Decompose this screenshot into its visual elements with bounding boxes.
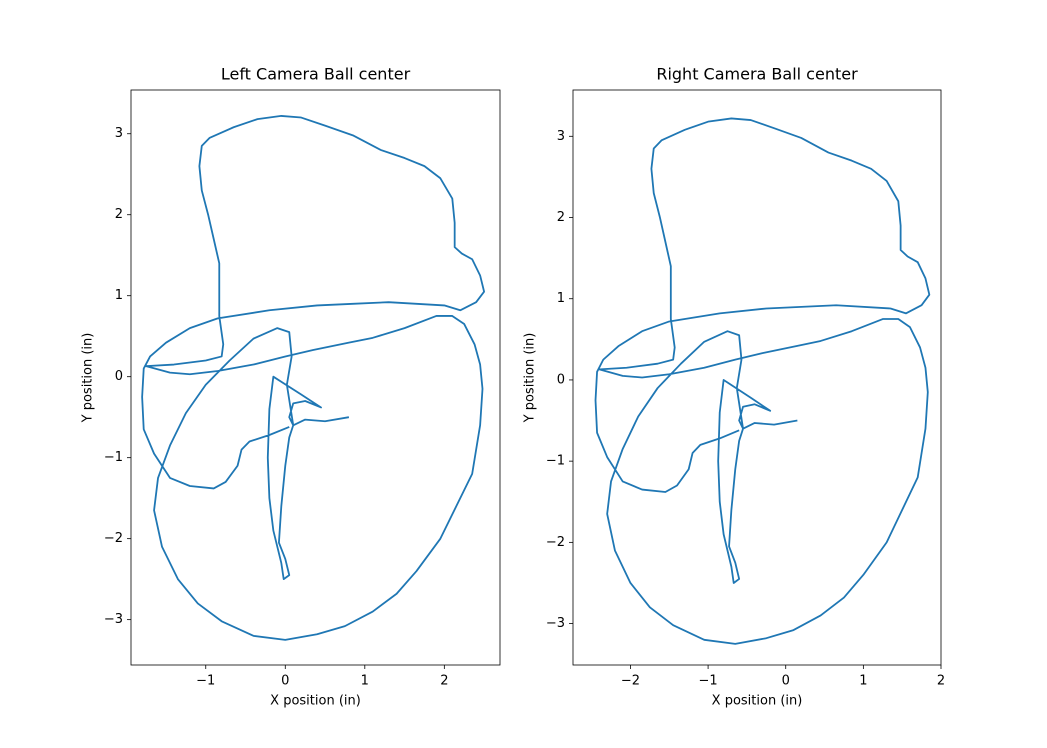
trajectory-line — [594, 117, 931, 645]
y-tick-label: 0 — [557, 372, 565, 387]
y-tick-label: 1 — [115, 288, 123, 303]
y-axis-label: Y position (in) — [81, 333, 96, 424]
x-tick-label: 1 — [859, 674, 867, 689]
y-tick-label: −1 — [104, 450, 123, 465]
x-tick-label: −1 — [699, 674, 718, 689]
x-tick-label: −1 — [196, 674, 215, 689]
y-tick-label: −2 — [104, 531, 123, 546]
y-tick-label: 2 — [115, 207, 123, 222]
axes-frame — [572, 89, 942, 666]
x-tick-label: 0 — [782, 674, 790, 689]
chart-title: Right Camera Ball center — [656, 65, 858, 84]
y-tick-label: 1 — [557, 291, 565, 306]
y-tick-label: −3 — [104, 612, 123, 627]
y-tick-label: −3 — [546, 616, 565, 631]
chart-title: Left Camera Ball center — [221, 65, 411, 84]
y-tick-label: 0 — [115, 369, 123, 384]
y-tick-label: −2 — [546, 535, 565, 550]
y-tick-label: 2 — [557, 210, 565, 225]
y-axis-label: Y position (in) — [523, 333, 538, 424]
y-tick-label: 3 — [115, 126, 123, 141]
trajectory-line — [141, 115, 485, 641]
axes-frame — [130, 89, 501, 666]
x-tick-label: −2 — [621, 674, 640, 689]
x-tick-label: 1 — [361, 674, 369, 689]
y-tick-label: 3 — [557, 129, 565, 144]
x-tick-label: 2 — [440, 674, 448, 689]
x-axis-label: X position (in) — [270, 694, 361, 709]
x-tick-label: 0 — [281, 674, 289, 689]
x-tick-label: 2 — [937, 674, 945, 689]
y-tick-label: −1 — [546, 454, 565, 469]
x-axis-label: X position (in) — [712, 694, 803, 709]
